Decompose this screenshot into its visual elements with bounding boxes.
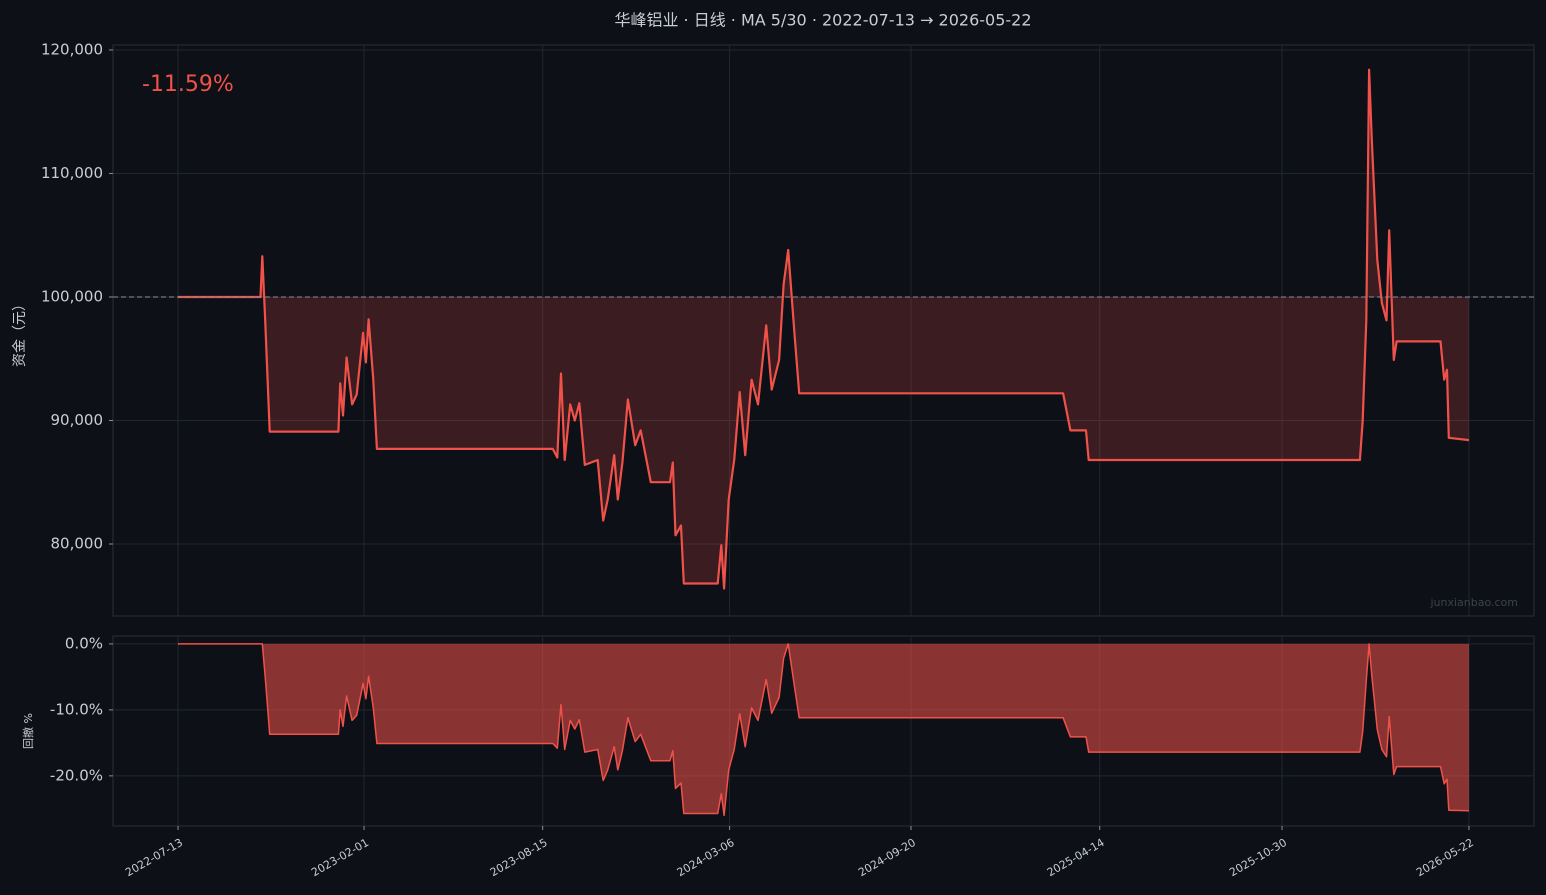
y-tick-label: -10.0% xyxy=(50,700,103,718)
annotation: -11.59% xyxy=(142,72,234,97)
chart-title: 华峰铝业 · 日线 · MA 5/30 · 2022-07-13 → 2026-… xyxy=(614,11,1031,30)
line xyxy=(178,643,1470,817)
y-tick-label: 110,000 xyxy=(41,164,103,182)
area xyxy=(178,643,1469,816)
y-axis-label: 回撤 % xyxy=(21,713,35,749)
y-tick-label: 80,000 xyxy=(51,534,104,552)
watermark: junxianbao.com xyxy=(1429,596,1518,609)
y-axis-label: 资金（元） xyxy=(12,297,28,367)
line xyxy=(178,68,1470,590)
y-tick-label: 0.0% xyxy=(65,634,103,652)
y-tick-label: 90,000 xyxy=(51,411,104,429)
y-tick-label: 120,000 xyxy=(41,40,103,58)
y-tick-label: 100,000 xyxy=(41,287,103,305)
area xyxy=(178,69,1469,589)
y-tick-label: -20.0% xyxy=(50,766,103,784)
plot-area xyxy=(112,44,1535,617)
